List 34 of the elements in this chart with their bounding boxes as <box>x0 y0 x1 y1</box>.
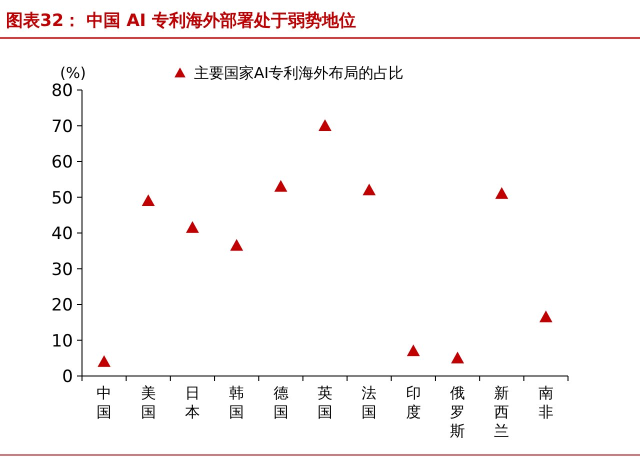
x-tick-label: 印度 <box>406 384 421 421</box>
legend-label: 主要国家AI专利海外布局的占比 <box>194 64 404 82</box>
y-tick-label: 50 <box>51 188 73 208</box>
chart-title: 图表32： 中国 AI 专利海外部署处于弱势地位 <box>6 11 356 31</box>
x-tick-label: 美国 <box>140 384 156 421</box>
y-tick-label: 20 <box>51 296 73 316</box>
point <box>318 119 332 131</box>
point <box>142 194 155 206</box>
y-tick-label: 80 <box>51 81 73 101</box>
x-tick-label: 德国 <box>273 384 288 421</box>
y-tick-label: 60 <box>51 152 73 172</box>
x-tick-label: 英国 <box>318 384 332 421</box>
point <box>539 310 552 322</box>
point <box>230 239 244 251</box>
x-tick-label: 中国 <box>96 384 112 421</box>
y-axis-title: (%) <box>60 64 86 82</box>
y-tick-label: 40 <box>51 224 73 244</box>
x-tick-label: 俄罗斯 <box>450 384 466 440</box>
x-tick-label: 新西兰 <box>494 384 510 440</box>
point <box>406 344 420 356</box>
y-tick-label: 30 <box>51 260 73 280</box>
y-tick-label: 10 <box>51 331 73 352</box>
point <box>362 184 376 196</box>
x-tick-label: 南非 <box>538 384 554 421</box>
y-tick-label: 0 <box>62 367 73 387</box>
point <box>274 180 288 192</box>
point <box>186 221 199 233</box>
x-tick-label: 法国 <box>362 384 377 421</box>
point <box>98 355 111 367</box>
y-tick-label: 70 <box>51 116 73 137</box>
point <box>495 187 508 199</box>
x-tick-label: 韩国 <box>229 384 244 421</box>
x-tick-label: 日本 <box>184 384 200 421</box>
point <box>451 352 464 364</box>
